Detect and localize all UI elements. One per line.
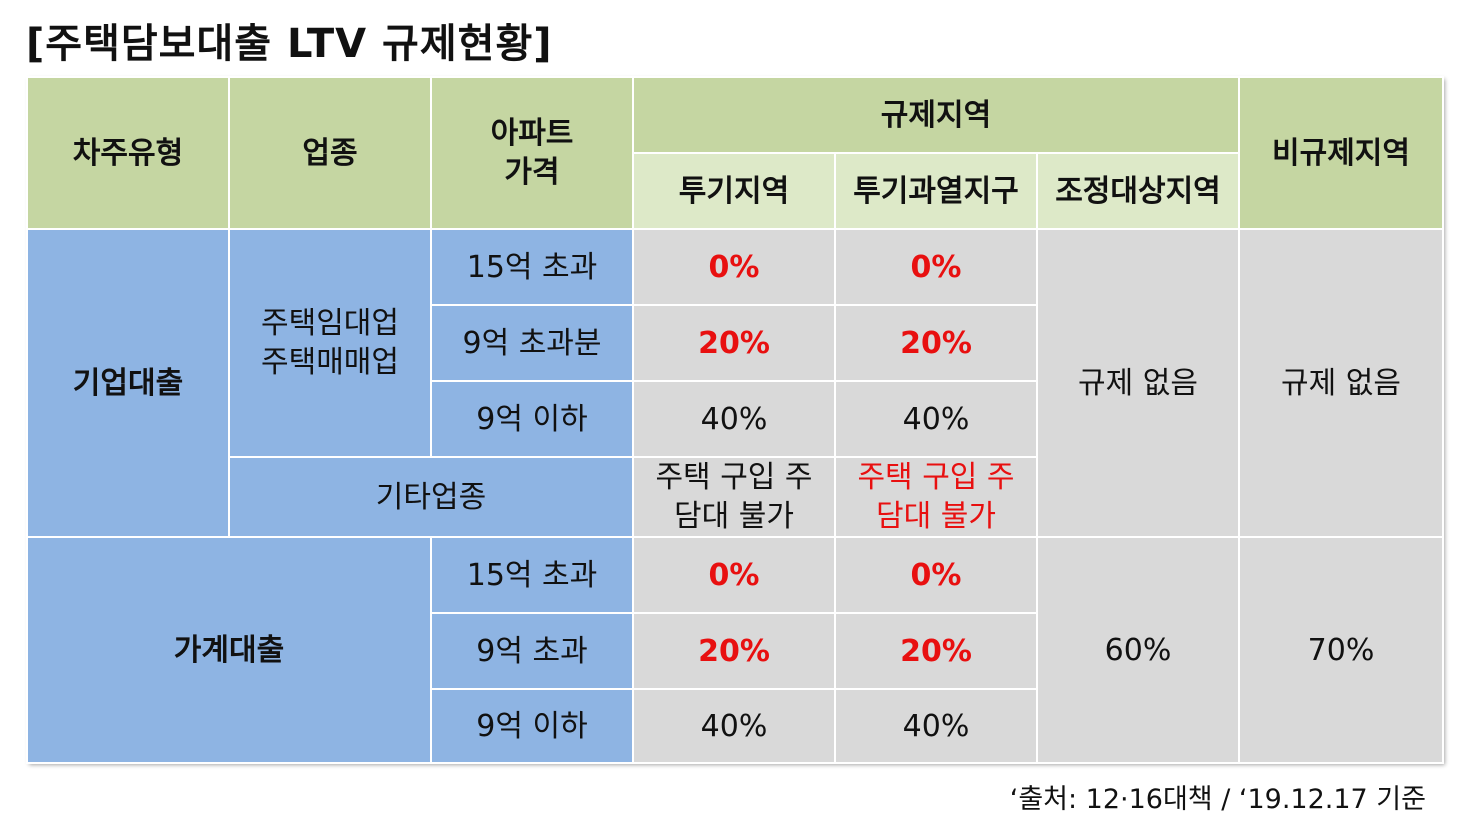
corporate-price-1: 15억 초과 xyxy=(430,228,634,306)
corporate-overheated-1: 0% xyxy=(834,228,1038,306)
corporate-other-speculation: 주택 구입 주담대 불가 xyxy=(632,456,836,538)
corporate-industry-main-text: 주택임대업 주택매매업 xyxy=(261,306,399,380)
corporate-non-regulated: 규제 없음 xyxy=(1238,228,1444,538)
header-borrower-type: 차주유형 xyxy=(26,76,230,230)
household-loan-label: 가계대출 xyxy=(26,536,432,764)
header-apt-price: 아파트 가격 xyxy=(430,76,634,230)
header-speculation-area: 투기지역 xyxy=(632,152,836,230)
corporate-other-industry: 기타업종 xyxy=(228,456,634,538)
household-overheated-3: 40% xyxy=(834,688,1038,764)
corporate-speculation-2: 20% xyxy=(632,304,836,382)
household-price-1: 15억 초과 xyxy=(430,536,634,614)
page-title: [주택담보대출 LTV 규제현황] xyxy=(26,21,553,67)
header-apt-price-text: 아파트 가격 xyxy=(490,116,574,190)
corporate-speculation-3: 40% xyxy=(632,380,836,458)
corporate-overheated-2: 20% xyxy=(834,304,1038,382)
corporate-other-overheated-text: 주택 구입 주담대 불가 xyxy=(857,460,1015,534)
header-regulated-area: 규제지역 xyxy=(632,76,1240,154)
household-speculation-1: 0% xyxy=(632,536,836,614)
ltv-table-container: 차주유형 업종 아파트 가격 규제지역 비규제지역 투기지역 투기과열지구 조정… xyxy=(26,76,1444,764)
corporate-loan-label: 기업대출 xyxy=(26,228,230,538)
household-overheated-1: 0% xyxy=(834,536,1038,614)
corporate-other-speculation-text: 주택 구입 주담대 불가 xyxy=(655,460,813,534)
household-price-3: 9억 이하 xyxy=(430,688,634,764)
source-note: ‘출처: 12·16대책 / ‘19.12.17 기준 xyxy=(1009,784,1426,815)
corporate-price-3: 9억 이하 xyxy=(430,380,634,458)
corporate-overheated-3: 40% xyxy=(834,380,1038,458)
corporate-industry-main: 주택임대업 주택매매업 xyxy=(228,228,432,458)
household-non-regulated: 70% xyxy=(1238,536,1444,764)
header-non-regulated-area: 비규제지역 xyxy=(1238,76,1444,230)
corporate-speculation-1: 0% xyxy=(632,228,836,306)
corporate-price-2: 9억 초과분 xyxy=(430,304,634,382)
household-speculation-2: 20% xyxy=(632,612,836,690)
corporate-other-overheated: 주택 구입 주담대 불가 xyxy=(834,456,1038,538)
header-overheated-district: 투기과열지구 xyxy=(834,152,1038,230)
corporate-adjustment: 규제 없음 xyxy=(1036,228,1240,538)
household-price-2: 9억 초과 xyxy=(430,612,634,690)
header-adjustment-area: 조정대상지역 xyxy=(1036,152,1240,230)
household-adjustment: 60% xyxy=(1036,536,1240,764)
household-overheated-2: 20% xyxy=(834,612,1038,690)
ltv-regulation-table: 차주유형 업종 아파트 가격 규제지역 비규제지역 투기지역 투기과열지구 조정… xyxy=(26,76,1444,764)
household-speculation-3: 40% xyxy=(632,688,836,764)
header-industry: 업종 xyxy=(228,76,432,230)
